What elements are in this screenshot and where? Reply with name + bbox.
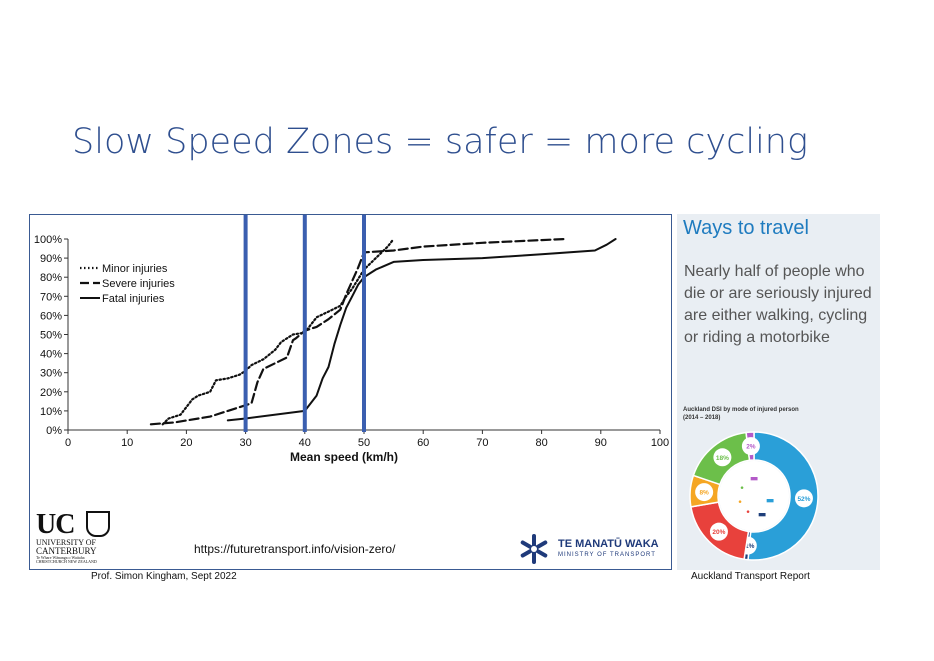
donut-slice-label: <1%: [741, 543, 754, 550]
x-tick-label: 20: [180, 437, 192, 449]
x-tick-label: 30: [239, 437, 251, 449]
series-line-fatal-injuries: [226, 238, 617, 422]
donut-label-badge: [713, 448, 732, 467]
panel-text: Nearly half of people who die or are ser…: [684, 263, 872, 346]
donut-caption-line: (2014 – 2018): [683, 415, 721, 421]
donut-caption: Auckland DSI by mode of injured person (…: [683, 406, 878, 422]
x-tick-label: 50: [358, 437, 370, 449]
x-tick-label: 100: [651, 437, 669, 449]
legend-label: Fatal injuries: [102, 293, 165, 305]
uc-logo-line: CANTERBURY: [36, 546, 97, 556]
series-line-minor-injuries: [161, 237, 395, 426]
y-tick-label: 40%: [40, 349, 62, 361]
y-tick-label: 60%: [40, 310, 62, 322]
uc-logo-line: CHRISTCHURCH NEW ZEALAND: [36, 559, 97, 564]
ministry-subtitle: MINISTRY OF TRANSPORT: [558, 552, 656, 558]
walker-icon: •: [739, 484, 744, 494]
uc-logo-letters: UC: [36, 509, 75, 540]
x-tick-label: 0: [65, 437, 71, 449]
donut-slice-label: 2%: [746, 444, 756, 451]
slide-title: Slow Speed Zones = safer = more cycling: [72, 122, 808, 162]
shield-icon: [86, 511, 110, 537]
x-tick-label: 40: [299, 437, 311, 449]
ministry-name: TE MANATŪ WAKA: [558, 538, 659, 550]
bus-icon: ▬: [758, 510, 767, 520]
ministry-of-transport-logo: TE MANATŪ WAKA MINISTRY OF TRANSPORT: [518, 533, 668, 567]
y-tick-label: 50%: [40, 330, 62, 342]
panel-heading: Ways to travel: [683, 217, 809, 239]
ways-to-travel-panel: Ways to travel Nearly half of people who…: [677, 214, 880, 570]
y-tick-label: 80%: [40, 272, 62, 284]
credit-right: Auckland Transport Report: [691, 571, 810, 582]
donut-slice-label: 20%: [712, 529, 725, 536]
y-tick-label: 100%: [34, 234, 62, 246]
donut-center: [719, 461, 789, 531]
series-line-severe-injuries: [149, 237, 567, 426]
y-tick-label: 90%: [40, 253, 62, 265]
y-tick-label: 10%: [40, 406, 62, 418]
car-icon: ▬: [766, 496, 775, 506]
x-tick-label: 80: [535, 437, 547, 449]
source-url[interactable]: https://futuretransport.info/vision-zero…: [194, 542, 396, 556]
mode-donut-chart: 52%<1%20%8%18%2%▬•▬•• ▬: [689, 431, 819, 561]
donut-slice-label: 8%: [699, 490, 709, 497]
x-tick-label: 90: [595, 437, 607, 449]
y-tick-label: 0%: [46, 425, 62, 437]
ministry-star-icon: [520, 534, 548, 564]
donut-label-badge: [695, 483, 714, 502]
uc-logo-line: Te Whare Wānanga o Waitaha: [36, 555, 85, 560]
donut-caption-line: Auckland DSI by mode of injured person: [683, 407, 799, 413]
credit-left: Prof. Simon Kingham, Sept 2022: [91, 571, 237, 582]
donut-slice: [747, 431, 819, 561]
legend-label: Minor injuries: [102, 263, 168, 275]
donut-label-badge: [741, 437, 760, 456]
motorbike-icon: •: [745, 508, 750, 518]
donut-slice-label: 18%: [716, 455, 729, 462]
donut-slice-label: 52%: [797, 496, 810, 503]
speed-injury-chart-panel: 0 10 20 30 40 50 60 70 80 90 100 0% 10% 20% 30% 40% 50% 6…: [29, 214, 672, 570]
uc-logo-line: UNIVERSITY OF: [36, 538, 96, 547]
injury-speed-chart: 0 10 20 30 40 50 60 70 80 90 100 0% 10% 20% 30% 40% 50% 6…: [34, 215, 669, 464]
cyclist-icon: •: [737, 498, 742, 508]
legend-label: Severe injuries: [102, 278, 175, 290]
y-tick-label: 70%: [40, 291, 62, 303]
x-tick-label: 10: [121, 437, 133, 449]
x-tick-label: 70: [476, 437, 488, 449]
x-axis-label: Mean speed (km/h): [290, 450, 398, 464]
truck-icon: ▬: [750, 474, 759, 484]
donut-label-badge: [794, 489, 813, 508]
university-of-canterbury-logo: UC UNIVERSITY OF CANTERBURY Te Whare Wān…: [34, 509, 114, 564]
donut-label-badge: [709, 522, 728, 541]
y-tick-label: 30%: [40, 368, 62, 380]
y-tick-label: 20%: [40, 387, 62, 399]
x-tick-label: 60: [417, 437, 429, 449]
